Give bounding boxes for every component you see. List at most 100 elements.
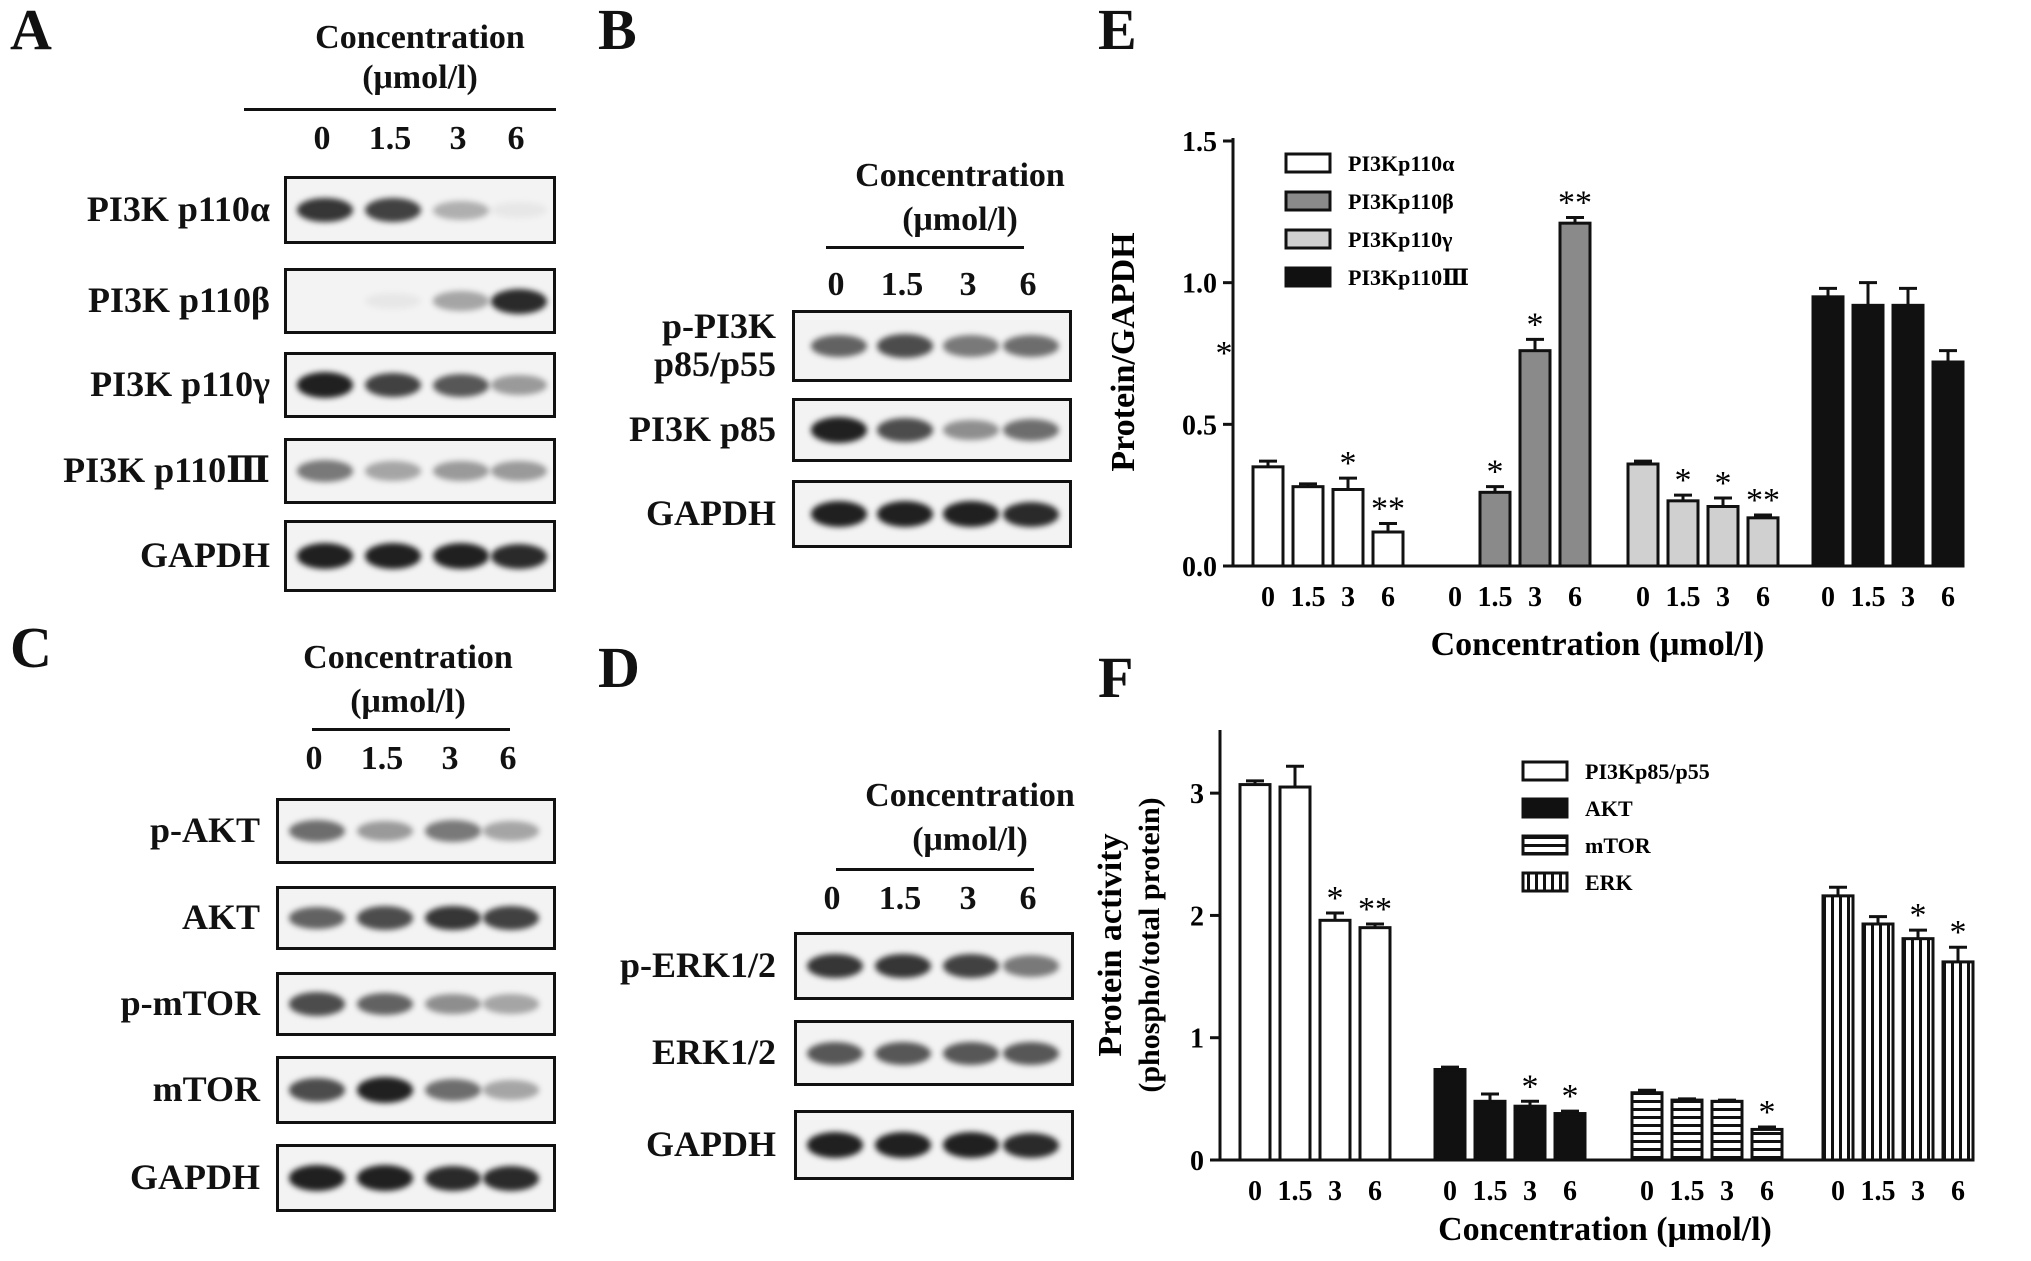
- panel-d-concentration-title: Concentration (μmol/l): [800, 774, 1140, 862]
- panel-b-blot-strip: [792, 398, 1072, 462]
- blot-band: [807, 1041, 863, 1065]
- blot-band: [425, 1165, 481, 1191]
- blot-band: [365, 543, 421, 569]
- bar: [1358, 926, 1392, 1162]
- x-tick-label: 0: [1640, 1176, 1654, 1207]
- x-tick-label: 6: [1941, 582, 1955, 613]
- bar: [1278, 785, 1312, 1162]
- bar: [1238, 783, 1272, 1162]
- blot-band: [365, 198, 421, 222]
- bar: [1371, 530, 1405, 568]
- significance-mark: *: [1675, 462, 1692, 499]
- panel-b-lane-label: 1.5: [880, 266, 924, 303]
- y-tick-label: 1.0: [1182, 269, 1217, 300]
- bar: [1901, 937, 1935, 1162]
- panel-b-blot-strip: [792, 480, 1072, 548]
- panel-a-lane-label: 3: [449, 120, 467, 157]
- panel-d-blot-strip: [794, 1110, 1074, 1180]
- blot-band: [357, 821, 413, 841]
- legend-swatch: [1284, 190, 1332, 212]
- blot-band: [943, 501, 999, 527]
- bar: [1861, 922, 1895, 1162]
- legend-swatch: [1521, 760, 1569, 782]
- x-tick-label: 1.5: [1861, 1176, 1896, 1207]
- significance-mark: *: [1562, 1078, 1579, 1115]
- panel-c-lane-label: 0: [305, 740, 323, 777]
- panel-c-underline: [312, 728, 510, 731]
- blot-band: [483, 994, 539, 1014]
- blot-band: [875, 1041, 931, 1065]
- panel-a-blot-strip: [284, 520, 556, 592]
- blot-band: [943, 419, 999, 441]
- blot-band: [365, 461, 421, 481]
- bar: [1478, 490, 1512, 568]
- blot-band: [433, 461, 489, 481]
- blot-band: [433, 543, 489, 569]
- bar: [1931, 360, 1965, 568]
- x-tick-label: 0: [1831, 1176, 1845, 1207]
- blot-band: [491, 288, 547, 314]
- blot-band: [297, 293, 353, 309]
- panel-label-d: D: [598, 635, 640, 700]
- blot-band: [289, 1165, 345, 1191]
- bar: [1318, 918, 1352, 1162]
- blot-band: [483, 1080, 539, 1100]
- blot-band: [943, 954, 999, 978]
- panel-a-conc-line1: Concentration: [315, 19, 525, 56]
- x-tick-label: 0: [1261, 582, 1275, 613]
- panel-c-row-label: AKT: [181, 897, 260, 937]
- blot-band: [491, 461, 547, 481]
- y-tick-label: 1: [1190, 1024, 1204, 1055]
- x-tick-label: 6: [1760, 1176, 1774, 1207]
- blot-band: [297, 372, 353, 398]
- blot-band: [483, 906, 539, 930]
- significance-mark: *: [1327, 880, 1344, 917]
- blot-band: [425, 905, 481, 931]
- bar: [1746, 516, 1780, 568]
- x-tick-label: 6: [1368, 1176, 1382, 1207]
- x-tick-label: 0: [1821, 582, 1835, 613]
- panel-a-lane-label: 6: [507, 120, 525, 157]
- x-axis-label: Concentration (μmol/l): [1438, 1211, 1772, 1248]
- panel-c-row-label: mTOR: [152, 1069, 260, 1109]
- chart-e: 0.0 0.5 1.0 1.5 Protein/GAPDH Concentration (…: [1105, 127, 1965, 663]
- bar: [1433, 1068, 1467, 1162]
- bar: [1626, 462, 1660, 568]
- panel-b-row-label: p-PI3K p85/p55: [653, 306, 776, 384]
- panel-c-conc-line1: Concentration: [303, 639, 513, 676]
- panel-d-blot-strip: [794, 932, 1074, 1000]
- bar: [1513, 1104, 1547, 1162]
- bar: [1630, 1091, 1664, 1162]
- blot-band: [365, 373, 421, 397]
- panel-c-blot-strip: [276, 1144, 556, 1212]
- x-tick-label: 1.5: [1670, 1176, 1705, 1207]
- panel-a-underline: [244, 108, 556, 111]
- blot-band: [943, 335, 999, 357]
- panel-d-row-label: GAPDH: [646, 1124, 776, 1164]
- panel-c-row-label: GAPDH: [130, 1157, 260, 1197]
- legend-swatch: [1521, 871, 1569, 893]
- panel-a-blot-strip: [284, 176, 556, 244]
- blot-band: [365, 292, 421, 310]
- bar: [1941, 960, 1975, 1162]
- blot-band: [943, 1041, 999, 1065]
- legend-swatch: [1284, 152, 1332, 174]
- blot-band: [297, 197, 353, 223]
- blot-band: [1003, 1132, 1059, 1158]
- blot-band: [811, 417, 867, 443]
- panel-c-concentration-title: Concentration (μmol/l): [238, 636, 578, 724]
- blot-band: [811, 501, 867, 527]
- blot-band: [807, 953, 863, 979]
- panel-label-f: F: [1098, 645, 1134, 710]
- panel-a-row-label: PI3K p110β: [87, 280, 270, 320]
- blot-band: [491, 375, 547, 395]
- panel-c-row-label: p-AKT: [149, 810, 260, 850]
- panel-b-concentration-title: Concentration (μmol/l): [790, 154, 1130, 242]
- panel-a-blot-strip: [284, 268, 556, 334]
- x-tick-label: 3: [1911, 1176, 1925, 1207]
- x-tick-label: 1.5: [1278, 1176, 1313, 1207]
- chart-f: 0 1 2 3 Protein activity (phospho/total prote…: [1095, 730, 1975, 1248]
- significance-mark: **: [1558, 185, 1592, 222]
- panel-c-blot-strip: [276, 972, 556, 1036]
- panel-a-concentration-title: Concentration (μmol/l): [250, 18, 590, 98]
